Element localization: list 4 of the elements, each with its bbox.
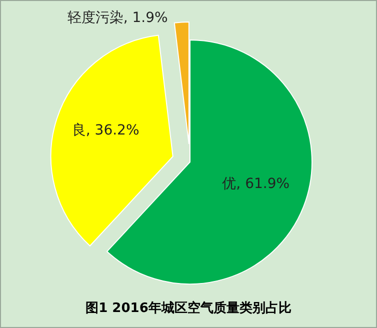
slice-label: 良, 36.2% — [72, 122, 140, 139]
slice-label: 轻度污染, 1.9% — [67, 10, 168, 26]
text: 图1 2016年城区空气质量类别占比 — [86, 300, 292, 316]
slice-label: 优, 61.9% — [222, 176, 290, 192]
